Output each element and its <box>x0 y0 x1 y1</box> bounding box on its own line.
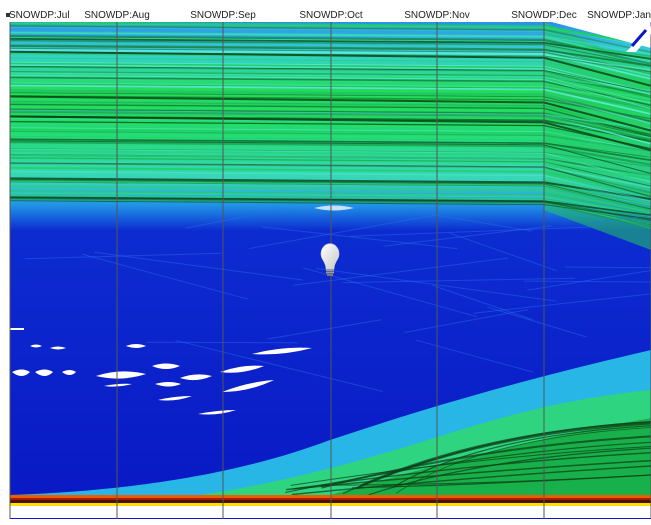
streak-line <box>383 225 553 247</box>
streak-line <box>404 309 528 333</box>
streak-line <box>432 285 533 321</box>
streak-line <box>94 251 303 281</box>
streak-line <box>342 277 576 284</box>
axis-label[interactable]: SNOWDP:Aug <box>84 10 150 21</box>
no-data-gaps <box>10 205 354 415</box>
streak-line <box>415 339 534 373</box>
streak-line <box>411 210 533 232</box>
lower-band-line <box>351 474 651 489</box>
axes: SNOWDP:Jul SNOWDP:Aug SNOWDP:Sep SNOWDP:Oct… <box>9 10 651 519</box>
streak-line <box>24 252 221 260</box>
axis-label[interactable]: SNOWDP:Jan <box>587 10 651 21</box>
streak-line <box>527 270 651 291</box>
axis-label[interactable]: SNOWDP:Jul <box>9 10 70 21</box>
collapse-icon[interactable] <box>626 26 651 52</box>
streak-line <box>564 266 651 269</box>
streak-line <box>185 207 290 229</box>
axis-label[interactable]: SNOWDP:Dec <box>511 10 577 21</box>
streak-line <box>261 226 458 250</box>
lower-band-line <box>285 441 651 494</box>
lower-band-line <box>290 445 651 486</box>
streak-line <box>267 319 382 340</box>
streak-line <box>81 253 249 300</box>
density-region-lower-darkgreen <box>330 418 651 495</box>
lower-band-line <box>321 435 651 489</box>
lower-band-line <box>291 465 651 496</box>
streak-line <box>248 212 448 250</box>
lower-band-line <box>356 422 651 490</box>
streak-line <box>303 267 478 318</box>
streak-line <box>315 267 557 302</box>
lower-band-line <box>395 427 651 494</box>
axis-label[interactable]: SNOWDP:Sep <box>190 10 256 21</box>
axis-label[interactable]: SNOWDP:Oct <box>299 10 363 21</box>
streak-line <box>593 214 651 223</box>
top-right-corner <box>551 22 651 48</box>
lightbulb-icon[interactable] <box>320 243 340 276</box>
streak-line <box>487 306 588 338</box>
streak-line <box>175 339 383 392</box>
corner-marker <box>6 13 10 17</box>
lower-band-line <box>392 425 651 488</box>
axis-label[interactable]: SNOWDP:Nov <box>404 10 470 21</box>
streak-line <box>292 257 509 286</box>
streak-line <box>523 280 651 283</box>
streak-line <box>449 232 557 272</box>
streak-line <box>473 293 651 314</box>
streak-line <box>349 226 598 237</box>
